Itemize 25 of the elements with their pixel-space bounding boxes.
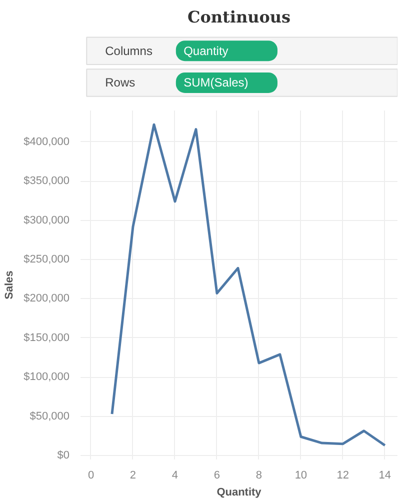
y-tick-label: $200,000 [24, 292, 70, 305]
y-tick-label: $150,000 [24, 332, 70, 344]
y-tick-label: $400,000 [24, 136, 70, 148]
y-tick-label: $350,000 [24, 175, 70, 188]
text: SUM(Sales) [184, 76, 248, 90]
y-tick-label: $100,000 [24, 371, 70, 384]
line-series [110, 123, 386, 447]
y-tick-label: $0 [57, 450, 70, 462]
x-tick-label: 0 [88, 470, 94, 482]
text: Quantity [184, 44, 228, 58]
y-tick-label: $250,000 [24, 254, 70, 266]
x-tick-label: 2 [130, 470, 136, 482]
text: Rows [105, 76, 136, 90]
y-axis-title: Sales [4, 270, 16, 300]
x-tick-label: 14 [378, 470, 392, 482]
x-axis-title: Quantity [216, 486, 262, 498]
x-tick-label: 4 [172, 470, 178, 482]
y-tick-label: $300,000 [24, 214, 70, 226]
x-tick-label: 12 [336, 470, 350, 482]
text: Columns [105, 44, 152, 58]
x-tick-label: 8 [256, 470, 262, 482]
chart-title: Continuous [187, 8, 291, 26]
x-tick-label: 10 [294, 470, 308, 482]
y-tick-label: $50,000 [30, 410, 70, 422]
x-tick-label: 6 [214, 470, 220, 482]
